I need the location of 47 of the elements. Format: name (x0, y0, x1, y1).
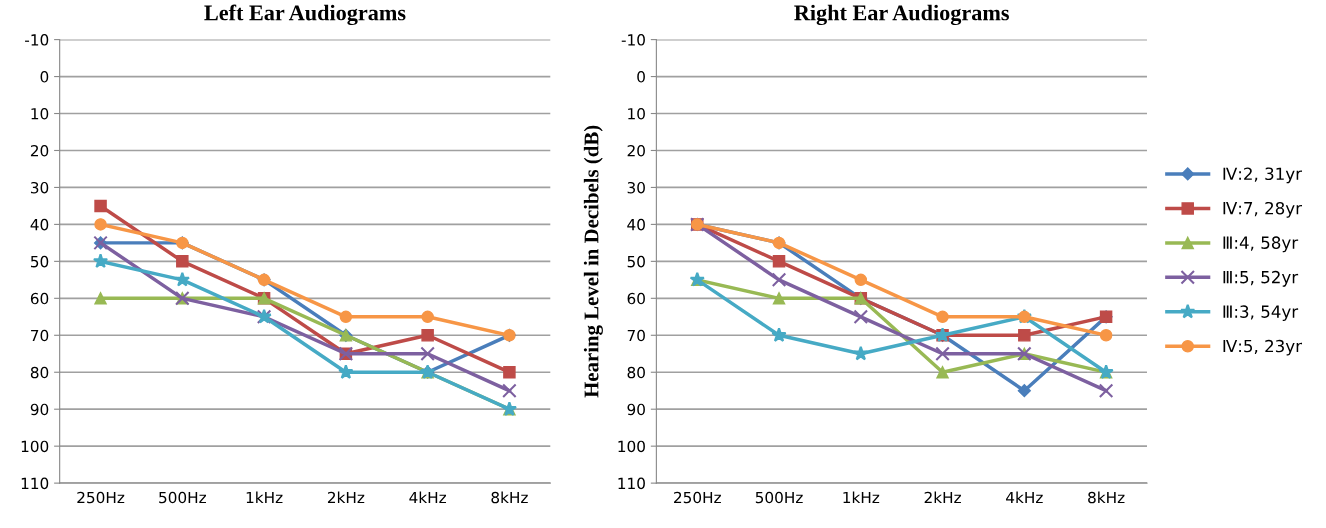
y-tick-label: 10 (628, 107, 645, 120)
y-tick-label: 20 (627, 144, 645, 157)
y-tick-label: 100 (618, 440, 645, 453)
y-tick-label: 60 (30, 292, 49, 305)
y-tick-label: 30 (627, 181, 645, 194)
y-tick-label: 50 (627, 255, 645, 268)
y-tick-label: 60 (627, 292, 645, 305)
y-tick-label: 30 (30, 181, 49, 194)
chart-title: Left Ear Audiograms (204, 4, 406, 26)
x-tick-label: 500Hz (755, 491, 803, 504)
legend-label: Ⅳ:2, 31yr (1223, 167, 1303, 184)
y-tick-label: 70 (627, 329, 645, 342)
y-tick-label: 0 (40, 71, 49, 83)
y-tick-label: 90 (627, 403, 645, 416)
x-tick-label: 1kHz (843, 491, 880, 504)
y-axis-title: Hearing Level in Decibels (dB) (583, 125, 603, 398)
y-tick-label: 90 (30, 403, 49, 416)
legend-label: Ⅳ:5, 23yr (1223, 339, 1303, 356)
x-tick-label: 4kHz (1006, 491, 1043, 504)
x-tick-label: 2kHz (924, 491, 961, 504)
x-tick-label: 2kHz (327, 491, 365, 504)
y-tick-label: 20 (30, 144, 49, 157)
y-tick-label: 110 (618, 477, 645, 490)
y-tick-label: 80 (627, 366, 645, 379)
legend-label: Ⅲ:3, 54yr (1223, 305, 1299, 322)
chart-title: Right Ear Audiograms (794, 4, 1009, 26)
y-tick-label: 10 (31, 107, 49, 120)
x-tick-label: 8kHz (491, 491, 528, 504)
y-tick-label: 40 (627, 218, 645, 231)
legend-label: Ⅲ:5, 52yr (1223, 270, 1299, 287)
x-tick-label: 4kHz (409, 491, 447, 504)
x-tick-label: 500Hz (159, 491, 206, 504)
y-tick-label: 100 (21, 440, 49, 453)
x-tick-label: 1kHz (246, 491, 283, 504)
legend-label: Ⅳ:7, 28yr (1223, 201, 1303, 218)
y-tick-label: -10 (621, 34, 645, 46)
y-tick-label: 50 (30, 255, 49, 268)
y-tick-label: 110 (21, 477, 49, 490)
x-tick-label: 8kHz (1088, 491, 1125, 504)
x-tick-label: 250Hz (77, 491, 125, 504)
y-tick-label: 0 (637, 71, 645, 83)
y-tick-label: -10 (25, 34, 49, 46)
y-tick-label: 70 (31, 329, 49, 342)
y-tick-label: 40 (30, 218, 49, 231)
y-tick-label: 80 (30, 366, 49, 379)
legend-label: Ⅲ:4, 58yr (1223, 236, 1299, 253)
x-tick-label: 250Hz (674, 491, 721, 504)
